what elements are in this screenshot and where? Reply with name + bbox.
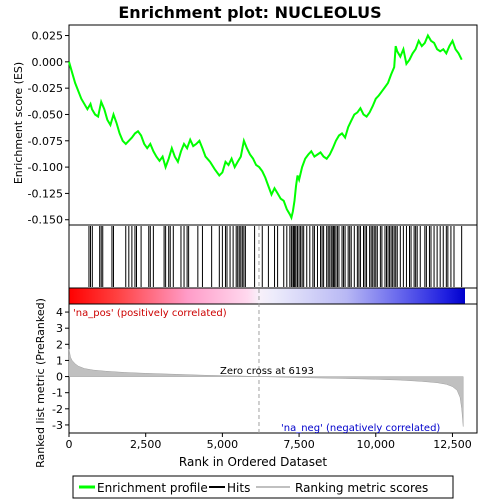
metric-y-tick-label: 3 [56, 322, 63, 335]
metric-x-ticks: 0 2,500 5,000 7,500 10,000 12,500 [66, 433, 472, 451]
es-y-tick-label: -0.075 [28, 135, 63, 148]
es-y-tick-label: -0.025 [28, 82, 63, 95]
legend-metric-label: Ranking metric scores [295, 481, 428, 495]
legend-profile-label: Enrichment profile [97, 481, 208, 495]
neg-label: 'na_neg' (negatively correlated) [281, 423, 440, 434]
es-panel: 0.025 0.000 -0.025 -0.050 -0.075 -0.100 -0.125… [12, 24, 478, 227]
x-tick-label: 10,000 [357, 438, 396, 451]
x-tick-label: 0 [66, 438, 73, 451]
hits-lines [88, 226, 463, 287]
metric-y-ticks: 4 3 2 1 0 -1 -2 -3 [52, 306, 69, 432]
pos-label: 'na_pos' (positively correlated) [73, 308, 227, 319]
es-y-axis-label: Enrichment score (ES) [12, 62, 25, 184]
es-y-ticks: 0.025 0.000 -0.025 -0.050 -0.075 -0.100 -0.125… [28, 30, 69, 227]
es-y-tick-label: 0.025 [32, 30, 64, 43]
es-y-tick-label: -0.100 [28, 161, 63, 174]
metric-y-tick-label: -3 [52, 419, 63, 432]
es-y-tick-label: 0.000 [32, 56, 64, 69]
metric-y-tick-label: 0 [56, 371, 63, 384]
legend-hits-label: Hits [227, 481, 250, 495]
metric-y-tick-label: 1 [56, 354, 63, 367]
x-tick-label: 7,500 [283, 438, 315, 451]
zero-cross-label: Zero cross at 6193 [220, 366, 314, 377]
x-tick-label: 2,500 [130, 438, 162, 451]
es-y-tick-label: -0.050 [28, 108, 63, 121]
metric-y-axis-label: Ranked list metric (PreRanked) [34, 298, 47, 468]
ranking-metric-area [68, 349, 464, 427]
es-y-tick-label: -0.125 [28, 187, 63, 200]
metric-y-tick-label: -1 [52, 387, 63, 400]
rank-color-bar-fill [69, 288, 465, 304]
rank-color-bar [68, 287, 478, 305]
legend: Enrichment profile Hits Ranking metric s… [72, 475, 454, 499]
hits-panel-frame [68, 224, 478, 289]
x-tick-label: 12,500 [433, 438, 472, 451]
es-y-tick-label: -0.150 [28, 214, 63, 227]
x-tick-label: 5,000 [207, 438, 239, 451]
metric-y-tick-label: -2 [52, 403, 63, 416]
metric-y-tick-label: 4 [56, 306, 63, 319]
enrichment-profile-line [68, 33, 463, 221]
es-panel-frame [68, 24, 478, 226]
metric-panel: 4 3 2 1 0 -1 -2 -3 0 2,500 5,000 7,500 10,000 12,500… [34, 226, 478, 469]
hits-panel [68, 224, 478, 289]
metric-y-tick-label: 2 [56, 338, 63, 351]
chart-title: Enrichment plot: NUCLEOLUS [118, 3, 381, 22]
x-axis-label: Rank in Ordered Dataset [179, 455, 327, 469]
